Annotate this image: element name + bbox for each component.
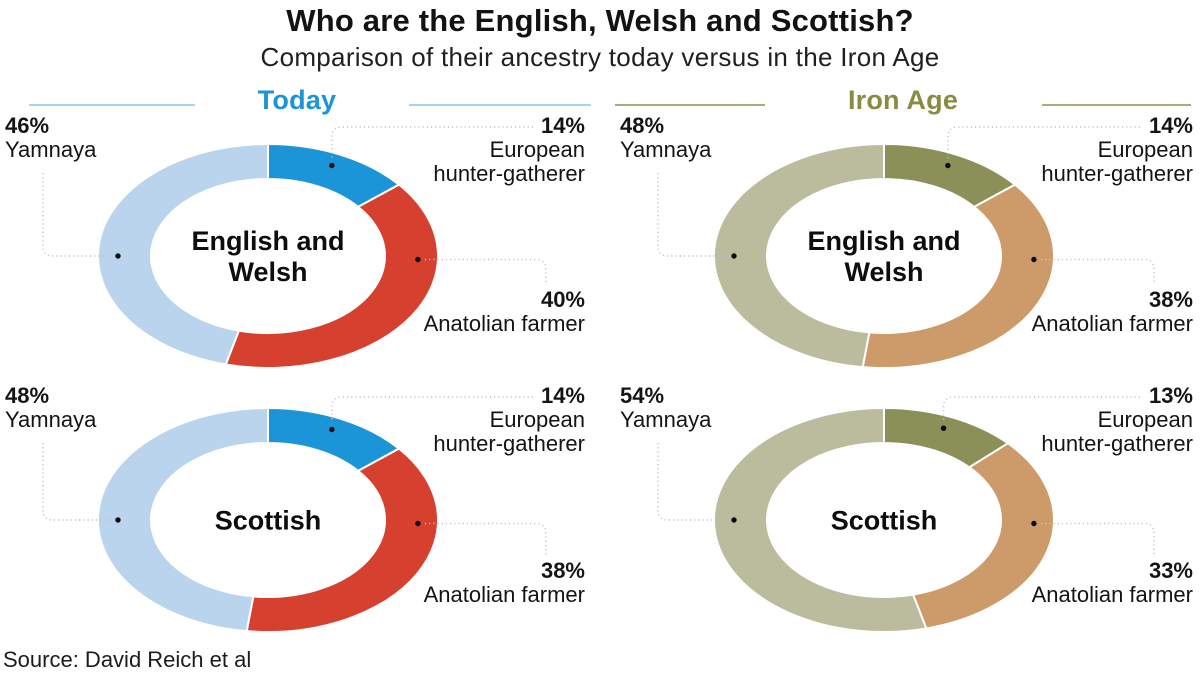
callout-pct: 13%: [1148, 383, 1193, 408]
leader-line-anatolian-farmer: [1040, 258, 1155, 284]
callout-yamnaya: 46% Yamnaya: [5, 114, 96, 162]
callout-anatolian-farmer: 33% Anatolian farmer: [1032, 559, 1193, 607]
callout-pct: 46%: [5, 113, 50, 138]
leader-line-european-hunter-gatherer: [942, 396, 1140, 422]
callout-label: Anatolian farmer: [423, 311, 585, 336]
callout-anatolian-farmer: 38% Anatolian farmer: [1032, 288, 1193, 336]
callout-pct: 14%: [1148, 113, 1193, 138]
leader-line-yamnaya: [657, 173, 727, 257]
donut-segment-yamnaya: [97, 142, 269, 366]
leader-dot: [415, 256, 421, 263]
callout-label: Anatolian farmer: [1031, 582, 1193, 607]
leader-dot: [940, 425, 947, 431]
callout-label: European: [489, 407, 585, 432]
leader-dot: [115, 517, 121, 523]
callout-yamnaya: 54% Yamnaya: [620, 384, 711, 432]
callout-label: Yamnaya: [620, 137, 712, 162]
header-rule-ironage-left: [615, 104, 765, 106]
donut-center-label: English and Welsh: [807, 226, 961, 287]
leader-dot: [731, 253, 737, 259]
column-header-iron-age: Iron Age: [847, 85, 959, 115]
callout-label: Anatolian farmer: [423, 582, 585, 607]
callout-label: hunter-gatherer: [1041, 431, 1193, 456]
callout-hunter-gatherer: 14% European hunter-gatherer: [433, 384, 585, 456]
callout-pct: 48%: [5, 383, 50, 408]
callout-pct: 33%: [1148, 558, 1193, 583]
leader-line-european-hunter-gatherer: [947, 126, 1140, 159]
page-subtitle: Comparison of their ancestry today versu…: [260, 42, 940, 72]
donut-segment-yamnaya: [96, 406, 269, 633]
callout-label: Anatolian farmer: [1031, 311, 1193, 336]
callout-anatolian-farmer: 40% Anatolian farmer: [424, 288, 585, 336]
donut-segment-yamnaya: [712, 406, 928, 633]
leader-line-anatolian-farmer: [1040, 522, 1155, 556]
callout-pct: 14%: [540, 113, 585, 138]
callout-pct: 48%: [620, 113, 665, 138]
callout-pct: 38%: [1148, 287, 1193, 312]
callout-label: European: [489, 137, 585, 162]
header-rule-ironage-right: [1042, 104, 1191, 106]
donut-center-label: Scottish: [830, 505, 938, 536]
leader-dot: [731, 517, 737, 523]
callout-label: Yamnaya: [620, 407, 712, 432]
callout-label: Yamnaya: [5, 137, 97, 162]
leader-dot: [115, 253, 121, 259]
leader-line-yamnaya: [42, 173, 111, 257]
donut-center-label: English and Welsh: [191, 226, 345, 287]
column-header-today: Today: [257, 85, 337, 115]
header-rule-today-left: [29, 104, 195, 106]
donut-center-label: Scottish: [214, 505, 322, 536]
callout-anatolian-farmer: 38% Anatolian farmer: [424, 559, 585, 607]
page-title: Who are the English, Welsh and Scottish?: [286, 3, 914, 38]
callout-label: European: [1097, 137, 1193, 162]
header-rule-today-right: [409, 104, 591, 106]
donut-segment-yamnaya: [712, 142, 885, 369]
leader-dot: [329, 426, 335, 433]
callout-pct: 54%: [620, 383, 665, 408]
callout-pct: 38%: [540, 558, 585, 583]
callout-hunter-gatherer: 14% European hunter-gatherer: [1041, 114, 1193, 186]
callout-yamnaya: 48% Yamnaya: [5, 384, 96, 432]
callout-pct: 40%: [540, 287, 585, 312]
leader-line-anatolian-farmer: [424, 258, 547, 284]
callout-pct: 14%: [540, 383, 585, 408]
leader-line-anatolian-farmer: [424, 522, 547, 556]
callout-label: hunter-gatherer: [433, 161, 585, 186]
leader-dot: [1031, 256, 1037, 263]
callout-label: European: [1097, 407, 1193, 432]
donut-segment-anatolian-farmer: [245, 447, 440, 634]
leader-dot: [945, 162, 951, 169]
source-credit: Source: David Reich et al: [3, 647, 252, 672]
callout-hunter-gatherer: 13% European hunter-gatherer: [1041, 384, 1193, 456]
callout-label: Yamnaya: [5, 407, 97, 432]
callout-label: hunter-gatherer: [1041, 161, 1193, 186]
leader-dot: [1031, 520, 1037, 527]
donut-segment-anatolian-farmer: [911, 442, 1055, 630]
donut-segment-anatolian-farmer: [224, 183, 439, 369]
leader-dot: [329, 162, 335, 169]
callout-label: hunter-gatherer: [433, 431, 585, 456]
callout-yamnaya: 48% Yamnaya: [620, 114, 711, 162]
callout-hunter-gatherer: 14% European hunter-gatherer: [433, 114, 585, 186]
leader-dot: [415, 520, 421, 527]
